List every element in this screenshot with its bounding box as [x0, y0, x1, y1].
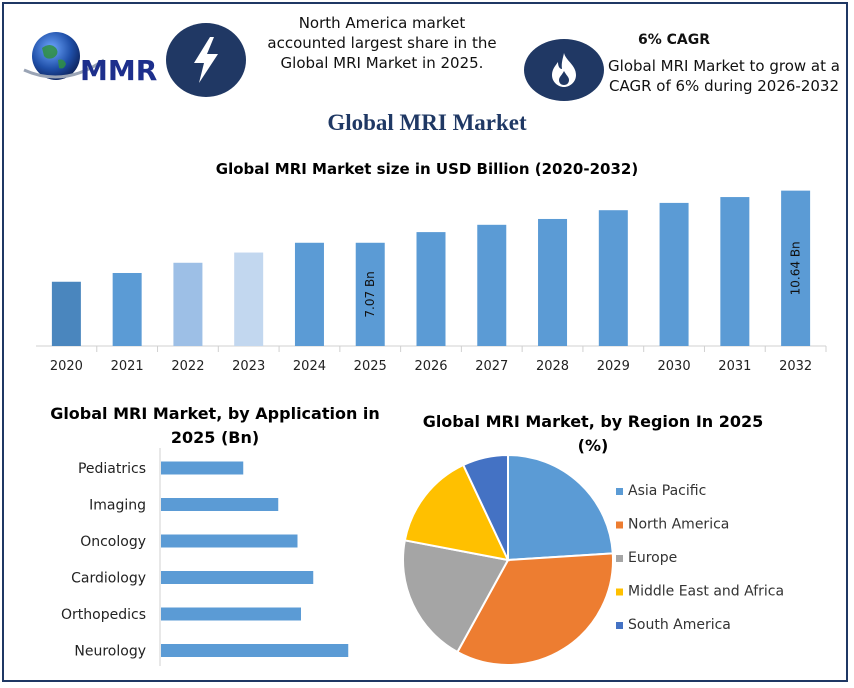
pie-slice-asia-pacific: [507, 453, 614, 562]
bar-2022: [173, 262, 203, 346]
hbar-pediatrics: [161, 461, 244, 475]
x-tick-label: 2032: [779, 359, 812, 374]
x-tick-label: 2025: [354, 359, 387, 374]
category-label: Imaging: [89, 498, 146, 514]
data-label: 7.07 Bn: [363, 271, 377, 317]
category-label: Orthopedics: [61, 607, 146, 623]
bar-2026: [416, 232, 446, 346]
legend-label: South America: [628, 617, 731, 633]
bar-2024: [294, 242, 324, 346]
north-america-note: North America market accounted largest s…: [267, 14, 497, 72]
x-tick-label: 2020: [50, 359, 83, 374]
logo-text: MMR: [80, 54, 157, 87]
x-tick-label: 2028: [536, 359, 569, 374]
market-size-bar-chart: 2020 2021 2022 2023 2024 2025 7.07 Bn 2026 2027 2…: [36, 190, 827, 374]
bar-2025: [355, 242, 385, 346]
legend-label: Europe: [628, 550, 677, 566]
infographic-frame: MMR North America market accounted large…: [2, 2, 848, 682]
pie-slice-middle-east-and-africa: [403, 463, 510, 562]
legend-label: North America: [628, 517, 729, 533]
x-tick-label: 2021: [111, 359, 144, 374]
category-label: Pediatrics: [78, 461, 146, 477]
data-label: 10.64 Bn: [789, 241, 803, 295]
bar-2021: [112, 272, 142, 346]
legend-swatch: [616, 555, 623, 562]
bar-2020: [51, 281, 81, 346]
cagr-heading: 6% CAGR: [637, 32, 711, 48]
mmr-logo: MMR: [23, 32, 157, 87]
hbar-cardiology: [161, 571, 314, 584]
hbar-imaging: [161, 498, 279, 511]
globe-icon: [32, 32, 80, 80]
flame-icon: [552, 53, 576, 87]
pie-slice-south-america: [461, 453, 509, 561]
x-tick-label: 2027: [475, 359, 508, 374]
legend-swatch: [616, 622, 623, 629]
legend-swatch: [616, 488, 623, 495]
x-tick-label: 2029: [597, 359, 630, 374]
lightning-bolt-icon: [194, 37, 218, 83]
x-tick-label: 2031: [718, 359, 751, 374]
x-tick-label: 2026: [414, 359, 447, 374]
bar-2023: [234, 252, 264, 346]
hbar-orthopedics: [161, 607, 301, 621]
bar-2027: [477, 224, 507, 346]
bar-2032: [781, 190, 811, 346]
flame-circle: [524, 39, 604, 101]
region-pie-chart: Asia Pacific North America Europe Middle Ea…: [402, 453, 784, 666]
pie-slice-europe: [402, 539, 510, 654]
x-tick-label: 2022: [171, 359, 204, 374]
hbar-neurology: [161, 644, 349, 657]
bar-2030: [659, 202, 689, 346]
bar-2031: [720, 197, 750, 346]
region-chart-title: Global MRI Market, by Region In 2025 (%): [422, 412, 764, 455]
x-tick-label: 2024: [293, 359, 326, 374]
hbar-oncology: [161, 534, 298, 548]
application-chart-title: Global MRI Market, by Application in 202…: [50, 404, 380, 447]
market-size-chart-title: Global MRI Market size in USD Billion (2…: [215, 160, 639, 178]
legend-swatch: [616, 588, 623, 596]
x-tick-label: 2030: [658, 359, 691, 374]
cagr-note: Global MRI Market to grow at a CAGR of 6…: [608, 57, 840, 95]
category-label: Neurology: [74, 644, 146, 660]
legend-swatch: [616, 521, 623, 529]
category-label: Oncology: [80, 534, 146, 550]
main-title: Global MRI Market: [327, 110, 527, 135]
bar-2028: [538, 218, 568, 346]
category-label: Cardiology: [71, 571, 146, 587]
bar-2029: [598, 210, 628, 346]
x-tick-label: 2023: [232, 359, 265, 374]
legend-label: Asia Pacific: [628, 483, 706, 499]
application-bar-chart: Pediatrics Imaging Oncology Cardiology Ortho…: [61, 448, 349, 666]
legend-label: Middle East and Africa: [628, 584, 784, 600]
lightning-circle: [166, 23, 246, 97]
